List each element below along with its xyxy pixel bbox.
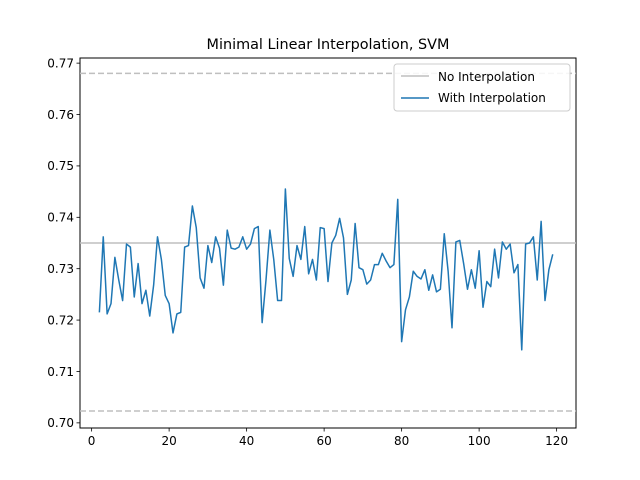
y-tick-label: 0.73 [47, 262, 74, 276]
x-tick-label: 120 [545, 434, 568, 448]
x-tick-label: 40 [239, 434, 254, 448]
legend-label-baseline: No Interpolation [438, 70, 535, 84]
series-with-interpolation-line [98, 188, 554, 351]
y-tick-label: 0.72 [47, 313, 74, 327]
legend: No Interpolation With Interpolation [393, 63, 571, 112]
y-tick-label: 0.77 [47, 56, 74, 70]
y-tick-label: 0.71 [47, 365, 74, 379]
x-tick-label: 100 [468, 434, 491, 448]
x-tick-label: 20 [161, 434, 176, 448]
y-tick-label: 0.70 [47, 416, 74, 430]
x-tick-label: 60 [316, 434, 331, 448]
x-tick-label: 0 [88, 434, 96, 448]
y-tick-label: 0.74 [47, 211, 74, 225]
chart-title: Minimal Linear Interpolation, SVM [207, 37, 450, 53]
plot-area [79, 57, 577, 429]
legend-label-series: With Interpolation [438, 91, 546, 105]
y-tick-label: 0.75 [47, 159, 74, 173]
y-tick-label: 0.76 [47, 108, 74, 122]
legend-box [393, 63, 571, 112]
x-tick-label: 80 [394, 434, 409, 448]
y-axis: 0.70 0.71 0.72 0.73 0.74 0.75 0.76 0.77 [47, 56, 80, 430]
x-axis: 0 20 40 60 80 100 120 [88, 428, 568, 448]
